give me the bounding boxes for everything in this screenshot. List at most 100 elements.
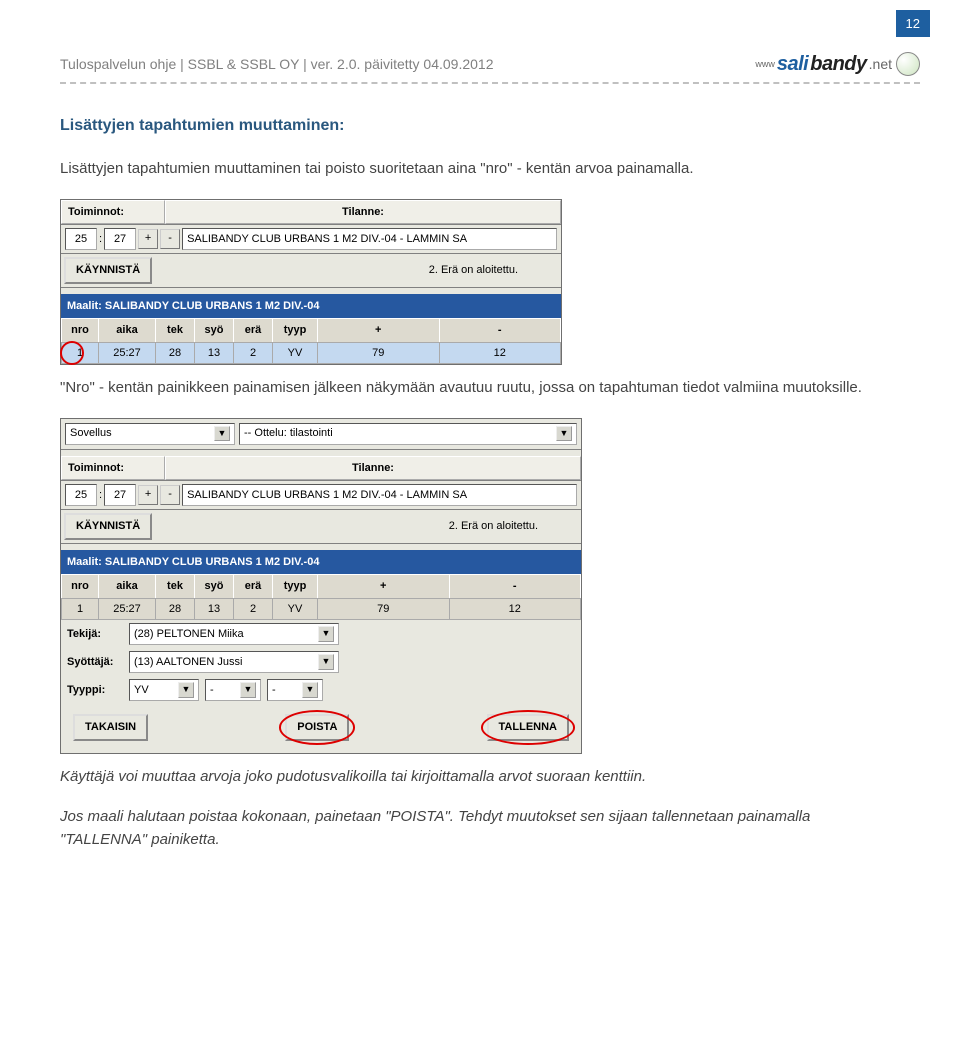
logo-ball-icon [896, 52, 920, 76]
col-nro: nro [62, 319, 99, 343]
tyyp-cell: YV [273, 342, 318, 364]
col-tek: tek [156, 575, 195, 599]
col-tyyp: tyyp [273, 575, 318, 599]
era-text: 2. Erä on aloitettu. [429, 262, 558, 279]
era-cell: 2 [234, 598, 273, 620]
minus-cell: 12 [449, 598, 581, 620]
syottaja-value: (13) AALTONEN Jussi [134, 654, 242, 671]
chevron-down-icon: ▼ [214, 426, 230, 442]
tek-cell: 28 [156, 342, 195, 364]
extra-select-2[interactable]: - ▼ [267, 679, 323, 701]
document-header: Tulospalvelun ohje | SSBL & SSBL OY | ve… [0, 0, 960, 84]
situation-field[interactable]: SALIBANDY CLUB URBANS 1 M2 DIV.-04 - LAM… [182, 228, 557, 250]
match-select-value: -- Ottelu: tilastointi [244, 425, 333, 442]
col-plus: + [318, 319, 440, 343]
aika-cell: 25:27 [99, 598, 156, 620]
aika-cell: 25:27 [99, 342, 156, 364]
tyyppi-value: YV [134, 682, 149, 699]
time-minutes-field[interactable]: 25 [65, 228, 97, 250]
save-button[interactable]: TALLENNA [487, 714, 569, 741]
plus-cell: 79 [318, 342, 440, 364]
toiminnot-label: Toiminnot: [61, 456, 165, 481]
nro-cell[interactable]: 1 [62, 598, 99, 620]
app-select[interactable]: Sovellus ▼ [65, 423, 235, 445]
extra-select-1[interactable]: - ▼ [205, 679, 261, 701]
era-cell: 2 [234, 342, 273, 364]
back-button[interactable]: TAKAISIN [73, 714, 148, 741]
chevron-down-icon: ▼ [240, 682, 256, 698]
time-seconds-field[interactable]: 27 [104, 228, 136, 250]
page-number-badge: 12 [896, 10, 930, 37]
plus-button[interactable]: + [138, 229, 158, 249]
time-minutes-field[interactable]: 25 [65, 484, 97, 506]
launch-button[interactable]: KÄYNNISTÄ [64, 257, 152, 284]
col-minus: - [449, 575, 581, 599]
screenshot-panel-2: Sovellus ▼ -- Ottelu: tilastointi ▼ Toim… [60, 418, 582, 754]
minus-cell: 12 [439, 342, 561, 364]
tek-cell: 28 [156, 598, 195, 620]
col-era: erä [234, 575, 273, 599]
logo-text-sali: sali [777, 53, 808, 76]
tyyppi-select[interactable]: YV ▼ [129, 679, 199, 701]
section-title: Lisättyjen tapahtumien muuttaminen: [60, 114, 900, 138]
tekija-label: Tekijä: [67, 626, 123, 643]
header-title: Tulospalvelun ohje | SSBL & SSBL OY | ve… [60, 56, 494, 72]
col-tek: tek [156, 319, 195, 343]
col-tyyp: tyyp [273, 319, 318, 343]
logo-text-bandy: bandy [810, 53, 866, 76]
time-colon: : [99, 231, 102, 248]
era-text: 2. Erä on aloitettu. [449, 518, 578, 535]
nro-cell[interactable]: 1 [62, 342, 99, 364]
table-header-row: nro aika tek syö erä tyyp + - [62, 319, 561, 343]
time-seconds-field[interactable]: 27 [104, 484, 136, 506]
plus-button[interactable]: + [138, 485, 158, 505]
table-row: 1 25:27 28 13 2 YV 79 12 [62, 342, 561, 364]
chevron-down-icon: ▼ [318, 626, 334, 642]
col-era: erä [234, 319, 273, 343]
explain-paragraph: "Nro" - kentän painikkeen painamisen jäl… [60, 377, 900, 400]
col-syo: syö [195, 319, 234, 343]
usage-paragraph-2: Jos maali halutaan poistaa kokonaan, pai… [60, 806, 900, 851]
tekija-value: (28) PELTONEN Miika [134, 626, 244, 643]
syottaja-select[interactable]: (13) AALTONEN Jussi ▼ [129, 651, 339, 673]
usage-paragraph-1: Käyttäjä voi muuttaa arvoja joko pudotus… [60, 766, 900, 789]
dash-value: - [210, 682, 214, 699]
toiminnot-label: Toiminnot: [61, 200, 165, 225]
dash-value: - [272, 682, 276, 699]
tekija-select[interactable]: (28) PELTONEN Miika ▼ [129, 623, 339, 645]
col-aika: aika [99, 319, 156, 343]
salibandy-logo: www sali bandy .net [755, 52, 920, 76]
goals-table: nro aika tek syö erä tyyp + - 1 25:27 28… [61, 574, 581, 620]
syottaja-label: Syöttäjä: [67, 654, 123, 671]
plus-cell: 79 [318, 598, 450, 620]
red-circle-highlight [279, 710, 355, 745]
time-colon: : [99, 487, 102, 504]
logo-text-net: .net [869, 56, 892, 72]
goals-bar: Maalit: SALIBANDY CLUB URBANS 1 M2 DIV.-… [61, 294, 561, 319]
syo-cell: 13 [195, 598, 234, 620]
delete-button[interactable]: POISTA [285, 714, 349, 741]
intro-paragraph: Lisättyjen tapahtumien muuttaminen tai p… [60, 158, 900, 181]
chevron-down-icon: ▼ [178, 682, 194, 698]
tilanne-label: Tilanne: [165, 200, 561, 225]
screenshot-panel-1: Toiminnot: Tilanne: 25 : 27 + - SALIBAND… [60, 199, 562, 366]
goals-table: nro aika tek syö erä tyyp + - 1 25:27 28… [61, 318, 561, 364]
col-nro: nro [62, 575, 99, 599]
col-plus: + [318, 575, 450, 599]
syo-cell: 13 [195, 342, 234, 364]
col-aika: aika [99, 575, 156, 599]
logo-www: www [755, 59, 775, 69]
minus-button[interactable]: - [160, 229, 180, 249]
red-circle-highlight [60, 341, 84, 365]
minus-button[interactable]: - [160, 485, 180, 505]
launch-button[interactable]: KÄYNNISTÄ [64, 513, 152, 540]
match-select[interactable]: -- Ottelu: tilastointi ▼ [239, 423, 577, 445]
chevron-down-icon: ▼ [302, 682, 318, 698]
tilanne-label: Tilanne: [165, 456, 581, 481]
situation-field[interactable]: SALIBANDY CLUB URBANS 1 M2 DIV.-04 - LAM… [182, 484, 577, 506]
table-header-row: nro aika tek syö erä tyyp + - [62, 575, 581, 599]
app-select-value: Sovellus [70, 425, 112, 442]
tyyppi-label: Tyyppi: [67, 682, 123, 699]
chevron-down-icon: ▼ [556, 426, 572, 442]
content-area: Lisättyjen tapahtumien muuttaminen: Lisä… [0, 84, 960, 909]
